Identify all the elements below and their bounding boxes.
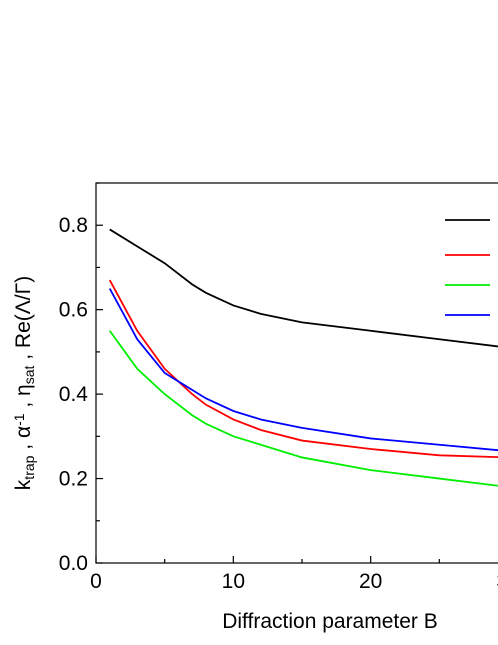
y-axis-label-part: , Re(Λ/Γ) xyxy=(12,276,35,366)
series-line xyxy=(108,288,498,452)
y-tick-label: 0.2 xyxy=(59,468,88,491)
y-axis-label-part: , α xyxy=(12,426,35,456)
y-tick-label: 0.6 xyxy=(59,299,88,322)
x-tick-label: 20 xyxy=(359,570,382,593)
y-tick-label: 0.8 xyxy=(59,214,88,237)
series-line xyxy=(108,279,498,459)
y-axis-label-part: k xyxy=(12,479,35,490)
y-tick-label: 0.4 xyxy=(59,383,89,406)
series-line xyxy=(109,330,498,487)
y-axis-label-part: trap xyxy=(21,455,37,479)
x-axis-label: Diffraction parameter B xyxy=(222,610,438,633)
y-axis-label: ktrap , α-1 , ηsat , Re(Λ/Γ) xyxy=(11,276,37,490)
x-tick-label: 10 xyxy=(222,570,245,593)
y-axis-label-part: -1 xyxy=(11,413,27,426)
plot-frame xyxy=(95,182,498,564)
y-axis-label-part: , η xyxy=(12,384,35,413)
y-tick-label: 0.0 xyxy=(59,552,88,575)
series-line xyxy=(109,228,498,348)
x-tick-label: 0 xyxy=(90,570,102,593)
x-tick-label: 30 xyxy=(496,570,498,593)
y-axis-label-part: sat xyxy=(21,365,37,384)
